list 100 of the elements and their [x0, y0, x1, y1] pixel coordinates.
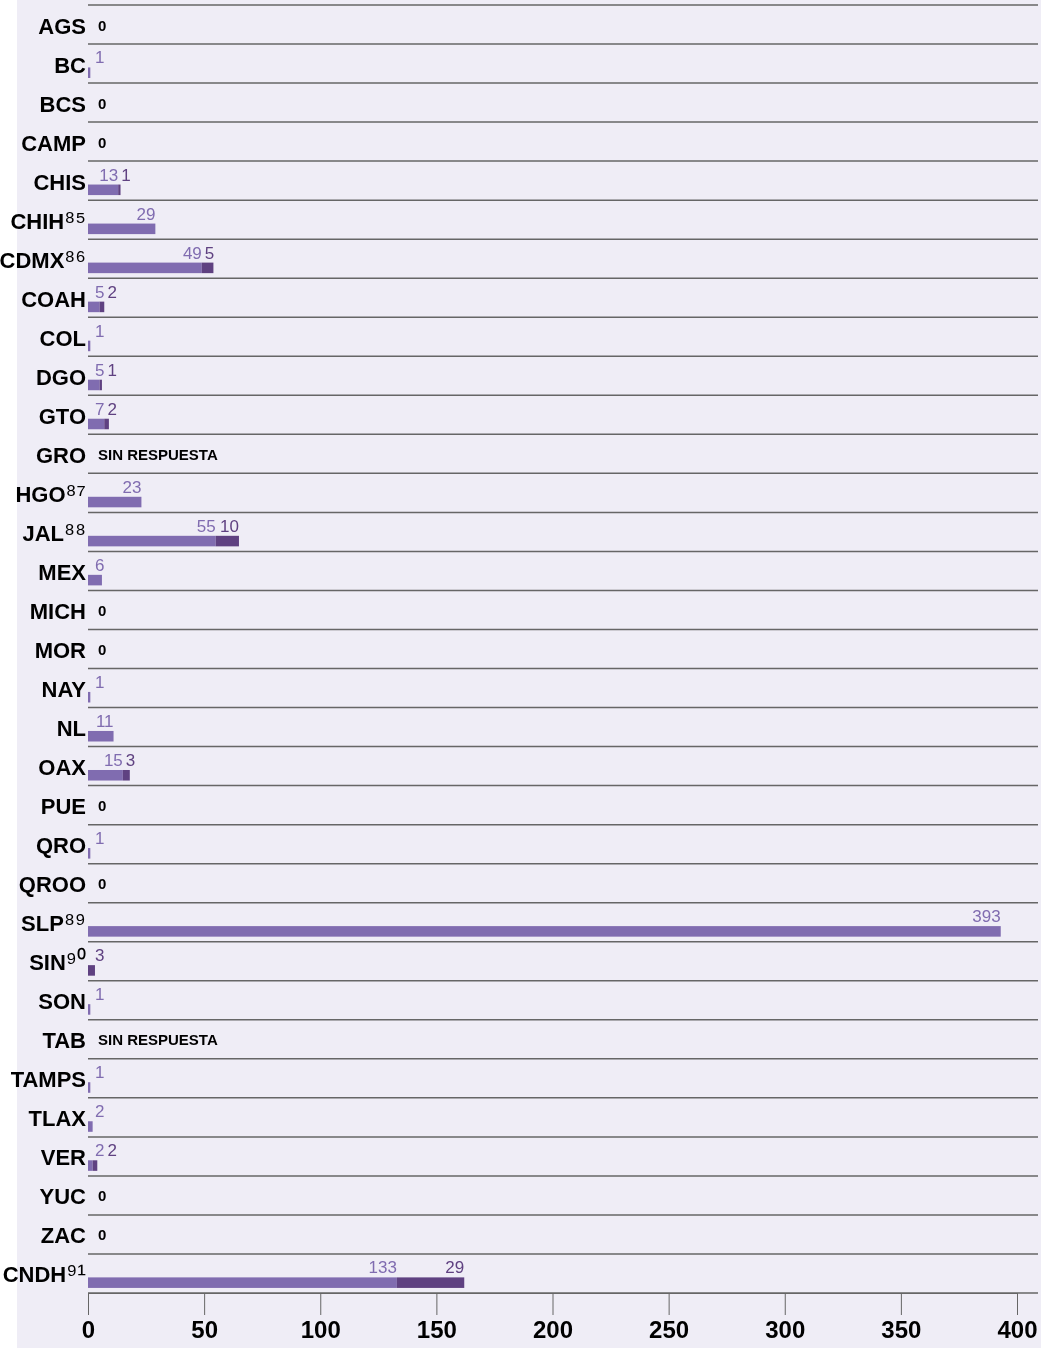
y-tick-label: CNDH⁹¹ — [2, 1258, 87, 1289]
bar — [88, 1160, 93, 1171]
y-tick-label: GTO — [38, 403, 86, 429]
x-tick-label: 50 — [191, 1316, 218, 1344]
bar — [88, 262, 202, 274]
data-label: 2 — [107, 282, 117, 302]
y-tick-label: ZAC — [40, 1223, 87, 1249]
y-tick-label: NL — [56, 716, 86, 742]
bar — [118, 184, 121, 196]
data-label: 13 — [99, 165, 119, 185]
data-label: 3 — [95, 946, 105, 966]
data-label: 5 — [95, 282, 105, 302]
y-tick-label: SLP⁸⁹ — [21, 907, 86, 938]
bar — [88, 184, 119, 196]
bar — [88, 1004, 91, 1015]
y-tick-label: MICH — [29, 598, 86, 624]
y-tick-label: PUE — [40, 794, 86, 820]
data-label: 1 — [121, 165, 131, 185]
text: SIN RESPUESTA — [98, 1031, 218, 1049]
x-tick-label: 350 — [881, 1316, 922, 1344]
data-label: 29 — [445, 1258, 465, 1278]
data-label: 1 — [95, 829, 105, 849]
bar — [88, 301, 100, 313]
data-label: 1 — [95, 321, 105, 341]
data-label: 0 — [98, 797, 107, 815]
data-label: 11 — [95, 711, 114, 731]
data-label: 0 — [98, 1187, 107, 1205]
y-tick-label: TAMPS — [10, 1067, 86, 1093]
data-label: 15 — [103, 750, 123, 770]
text: SIN RESPUESTA — [98, 445, 218, 463]
y-tick-label: MOR — [34, 638, 87, 663]
x-tick-label: 0 — [81, 1316, 96, 1344]
y-tick-label: COAH — [21, 286, 86, 312]
bar — [88, 965, 95, 976]
data-label: 5 — [95, 360, 105, 380]
data-label: 2 — [107, 1141, 117, 1161]
y-tick-label: AGS — [38, 13, 86, 39]
data-label: 0 — [98, 16, 107, 34]
x-tick-label: 200 — [532, 1316, 574, 1344]
y-tick-label: NAY — [41, 677, 87, 703]
y-tick-label: CDMX⁸⁶ — [0, 243, 86, 274]
bar — [88, 67, 91, 78]
data-label: 1 — [107, 360, 117, 380]
y-tick-label: CAMP — [21, 130, 86, 156]
y-tick-label: BCS — [39, 91, 86, 117]
data-label: 0 — [98, 1226, 107, 1244]
y-tick-label: SON — [38, 989, 86, 1015]
y-tick-label: TAB — [42, 1028, 86, 1054]
data-label: 29 — [136, 204, 156, 224]
bar — [88, 1277, 397, 1288]
bar — [104, 418, 109, 430]
bar — [92, 1160, 98, 1171]
data-label: 1 — [95, 1063, 105, 1083]
y-tick-label: QRO — [35, 833, 86, 859]
data-label: 1 — [95, 672, 105, 692]
data-label: 0 — [98, 94, 107, 112]
x-tick-label: 150 — [416, 1316, 457, 1344]
x-tick-label: 300 — [765, 1316, 806, 1344]
y-tick-label: COL — [39, 325, 86, 351]
bar — [396, 1277, 465, 1288]
bar — [88, 926, 1001, 937]
y-tick-label: MEX — [38, 559, 87, 585]
bar — [88, 769, 123, 781]
y-tick-label: VER — [40, 1145, 87, 1171]
data-label: 1 — [95, 985, 105, 1005]
data-label: 3 — [125, 750, 136, 770]
data-label: 49 — [182, 243, 202, 263]
data-label: 1 — [95, 48, 105, 68]
x-tick-label: 400 — [997, 1316, 1038, 1344]
data-label: 133 — [368, 1258, 397, 1278]
data-label: 5 — [204, 243, 215, 263]
data-label: 0 — [98, 641, 107, 658]
bar — [88, 1082, 91, 1093]
bar — [88, 574, 102, 586]
bar — [88, 418, 105, 430]
data-label: 6 — [95, 555, 105, 575]
data-label: 0 — [98, 875, 107, 893]
y-tick-label: CHIH⁸⁵ — [10, 204, 86, 235]
data-label: 2 — [95, 1141, 105, 1161]
bar — [122, 769, 130, 781]
data-label: 23 — [122, 477, 142, 497]
data-label: 2 — [107, 399, 117, 419]
bar — [88, 535, 216, 547]
data-label: 393 — [972, 907, 1001, 927]
x-tick-label: 250 — [649, 1316, 690, 1344]
y-tick-label: TLAX — [28, 1106, 87, 1132]
data-label: 0 — [98, 601, 107, 619]
y-tick-label: QROO — [18, 872, 86, 898]
bar — [88, 1121, 93, 1132]
data-label: 7 — [95, 399, 105, 419]
data-label: 0 — [98, 133, 107, 151]
bar — [88, 496, 142, 508]
bar — [88, 848, 91, 859]
data-label: 2 — [95, 1102, 105, 1122]
bar — [215, 535, 239, 547]
y-tick-label: YUC — [39, 1184, 87, 1210]
y-tick-label: DGO — [35, 364, 86, 390]
y-tick-label: JAL⁸⁸ — [22, 516, 86, 547]
x-tick-label: 100 — [300, 1316, 341, 1344]
y-tick-label: CHIS — [33, 169, 86, 195]
